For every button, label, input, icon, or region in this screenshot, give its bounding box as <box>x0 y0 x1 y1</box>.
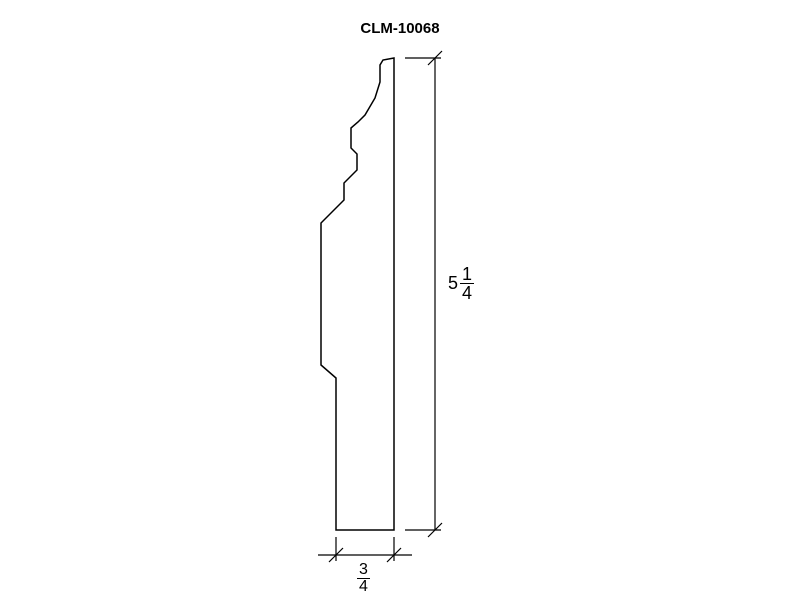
dimension-height <box>405 51 442 537</box>
dim-height-num: 1 <box>460 265 474 284</box>
dim-height-den: 4 <box>460 284 474 302</box>
dimension-width <box>318 537 412 562</box>
drawing-stage <box>0 0 800 600</box>
dim-width-den: 4 <box>357 579 370 595</box>
moulding-profile <box>321 58 394 530</box>
dim-width-num: 3 <box>357 562 370 579</box>
dim-height-whole: 5 <box>448 273 460 294</box>
dimension-width-label: 34 <box>357 562 370 595</box>
dimension-height-label: 514 <box>448 265 474 302</box>
